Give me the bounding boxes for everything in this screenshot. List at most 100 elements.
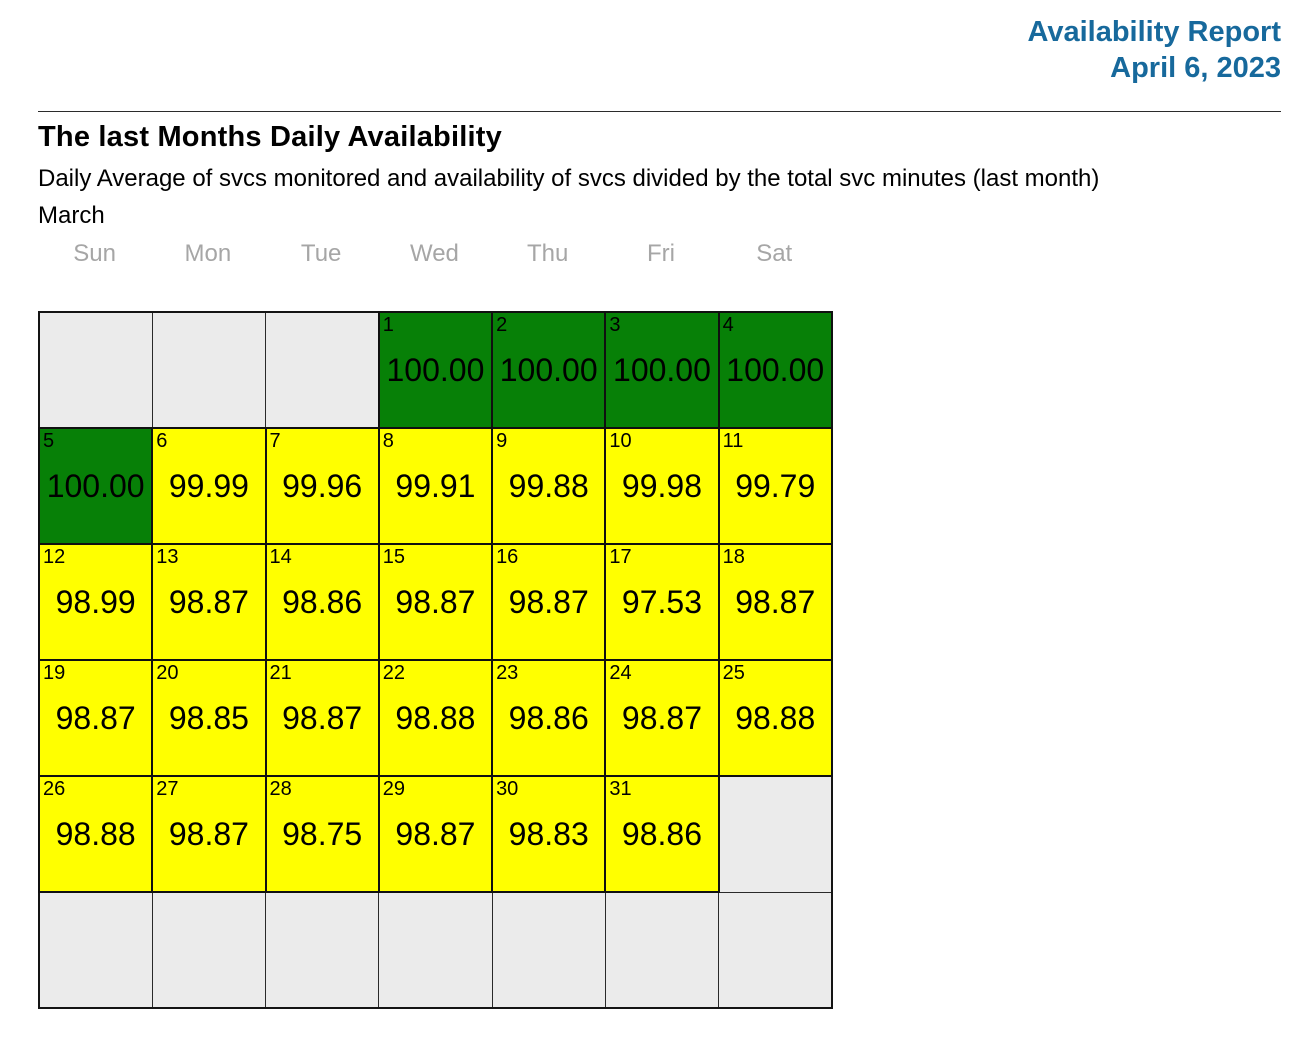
calendar-week-row: 12 98.99 13 98.87 14 98.86 15 98.87 16 98.87 17 97.… xyxy=(37,543,833,661)
calendar-empty-cell xyxy=(265,891,380,1009)
calendar-day-cell-30: 30 98.83 xyxy=(491,775,607,893)
calendar-week-row xyxy=(38,891,833,1009)
calendar-empty-cell xyxy=(38,311,153,429)
availability-value: 100.00 xyxy=(46,467,145,504)
availability-value: 98.87 xyxy=(55,699,136,736)
section-heading: The last Months Daily Availability xyxy=(38,121,502,153)
calendar-day-cell-15: 15 98.87 xyxy=(377,543,494,661)
day-number: 26 xyxy=(43,778,66,800)
day-number: 17 xyxy=(609,546,632,568)
calendar-day-cell-1: 1 100.00 xyxy=(377,311,494,429)
calendar-week-row: 19 98.87 20 98.85 21 98.87 22 98.88 23 98.86 24 98.… xyxy=(37,659,833,777)
availability-value: 100.00 xyxy=(726,351,825,388)
calendar-day-cell-3: 3 100.00 xyxy=(604,311,720,429)
header-divider xyxy=(38,111,1281,112)
availability-value: 99.88 xyxy=(508,467,589,504)
calendar-day-cell-5: 5 100.00 xyxy=(37,427,154,545)
section-subtitle: Daily Average of svcs monitored and avai… xyxy=(38,165,1100,192)
weekday-header-row: Sun Mon Tue Wed Thu Fri Sat xyxy=(38,239,831,269)
day-number: 15 xyxy=(382,546,406,568)
availability-value: 98.99 xyxy=(55,583,136,620)
calendar-day-cell-25: 25 98.88 xyxy=(717,659,833,777)
calendar-day-cell-8: 8 99.91 xyxy=(377,427,494,545)
calendar-day-cell-4: 4 100.00 xyxy=(717,311,833,429)
day-number: 1 xyxy=(382,314,394,336)
calendar-day-cell-17: 17 97.53 xyxy=(604,543,720,661)
availability-value: 99.99 xyxy=(168,467,249,504)
day-number: 13 xyxy=(156,546,179,568)
weekday-label-wed: Wed xyxy=(409,240,459,267)
availability-value: 98.86 xyxy=(282,583,363,620)
calendar-day-cell-6: 6 99.99 xyxy=(151,427,267,545)
calendar-day-cell-31: 31 98.86 xyxy=(604,775,720,893)
calendar-grid: 1 100.00 2 100.00 3 100.00 4 100.00 5 100.00 6 99.9… xyxy=(37,311,833,1009)
calendar-week-row: 26 98.88 27 98.87 28 98.75 29 98.87 30 98.83 31 98.… xyxy=(37,775,833,893)
availability-value: 98.88 xyxy=(55,815,136,852)
day-number: 7 xyxy=(269,430,281,452)
calendar-grid-body: 1 100.00 2 100.00 3 100.00 4 100.00 5 100.00 6 99.9… xyxy=(37,311,833,1009)
report-header: Availability Report April 6, 2023 xyxy=(38,14,1281,86)
day-number: 29 xyxy=(382,778,406,800)
calendar-empty-cell xyxy=(265,311,380,429)
day-number: 11 xyxy=(722,430,744,452)
calendar-day-cell-14: 14 98.86 xyxy=(264,543,380,661)
day-number: 5 xyxy=(43,430,55,452)
day-number: 24 xyxy=(609,662,632,684)
calendar-empty-cell xyxy=(378,891,493,1009)
availability-value: 100.00 xyxy=(613,351,711,388)
calendar-day-cell-7: 7 99.96 xyxy=(264,427,380,545)
day-number: 3 xyxy=(609,314,621,336)
availability-value: 98.75 xyxy=(282,815,363,852)
calendar-day-cell-10: 10 99.98 xyxy=(604,427,720,545)
calendar-day-cell-18: 18 98.87 xyxy=(717,543,833,661)
weekday-label-fri: Fri xyxy=(646,240,675,267)
calendar-empty-cell xyxy=(151,311,267,429)
calendar-day-cell-19: 19 98.87 xyxy=(37,659,154,777)
availability-value: 98.88 xyxy=(395,699,476,736)
availability-value: 99.91 xyxy=(395,467,476,504)
calendar-day-cell-13: 13 98.87 xyxy=(151,543,267,661)
calendar-day-cell-26: 26 98.88 xyxy=(37,775,154,893)
day-number: 12 xyxy=(43,546,66,568)
calendar-day-cell-23: 23 98.86 xyxy=(491,659,607,777)
day-number: 27 xyxy=(156,778,179,800)
calendar-week-row: 1 100.00 2 100.00 3 100.00 4 100.00 xyxy=(38,311,833,429)
availability-value: 98.85 xyxy=(168,699,249,736)
availability-value: 100.00 xyxy=(386,351,485,388)
day-number: 8 xyxy=(382,430,394,452)
day-number: 14 xyxy=(269,546,292,568)
availability-value: 98.88 xyxy=(735,699,816,736)
day-number: 21 xyxy=(269,662,292,684)
calendar-day-cell-16: 16 98.87 xyxy=(491,543,607,661)
calendar-day-cell-21: 21 98.87 xyxy=(264,659,380,777)
calendar-day-cell-9: 9 99.88 xyxy=(491,427,607,545)
month-label: March xyxy=(38,202,105,229)
availability-value: 98.87 xyxy=(282,699,363,736)
calendar-day-cell-11: 11 99.79 xyxy=(717,427,833,545)
day-number: 10 xyxy=(609,430,632,452)
calendar-day-cell-28: 28 98.75 xyxy=(264,775,380,893)
day-number: 28 xyxy=(269,778,292,800)
day-number: 18 xyxy=(722,546,745,568)
availability-value: 99.96 xyxy=(282,467,363,504)
day-number: 6 xyxy=(156,430,168,452)
day-number: 20 xyxy=(156,662,179,684)
report-title: Availability Report xyxy=(1027,16,1281,48)
day-number: 9 xyxy=(496,430,508,452)
availability-value: 98.87 xyxy=(395,583,476,620)
availability-value: 98.86 xyxy=(621,815,702,852)
calendar-day-cell-24: 24 98.87 xyxy=(604,659,720,777)
weekday-label-thu: Thu xyxy=(527,240,569,267)
day-number: 30 xyxy=(496,778,519,800)
calendar-day-cell-2: 2 100.00 xyxy=(491,311,607,429)
availability-value: 98.87 xyxy=(395,815,476,852)
calendar-empty-cell xyxy=(151,891,267,1009)
calendar-empty-cell xyxy=(38,891,153,1009)
day-number: 4 xyxy=(722,314,734,336)
availability-value: 100.00 xyxy=(499,351,598,388)
day-number: 2 xyxy=(496,314,508,336)
availability-value: 98.86 xyxy=(508,699,589,736)
calendar-empty-cell xyxy=(491,891,606,1009)
report-date: April 6, 2023 xyxy=(1110,52,1281,84)
calendar-empty-cell xyxy=(718,891,833,1009)
